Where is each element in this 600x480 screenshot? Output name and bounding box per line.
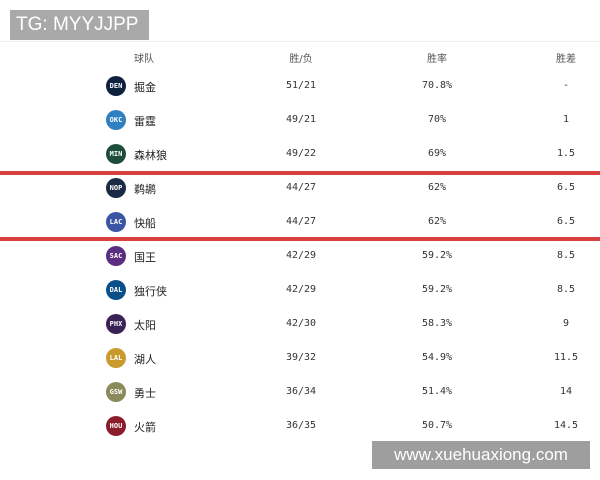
team-name: 森林狼 — [134, 149, 167, 162]
watermark-top: TG: MYYJJPP — [10, 10, 149, 40]
header-record: 胜/负 — [289, 54, 313, 65]
divider — [0, 41, 600, 42]
record: 42/30 — [285, 318, 317, 329]
record: 42/29 — [285, 250, 317, 261]
record: 36/34 — [285, 386, 317, 397]
team-name: 勇士 — [134, 387, 156, 400]
team-logo-icon: DEN — [106, 76, 126, 96]
team-logo-icon: HOU — [106, 416, 126, 436]
highlight-line-top — [0, 171, 600, 175]
games-behind: 1.5 — [556, 148, 576, 159]
header-pct: 胜率 — [427, 54, 447, 65]
table-row: HOU 火箭 36/35 50.7% 14.5 — [0, 409, 600, 443]
team-name: 雷霆 — [134, 115, 156, 128]
win-pct: 69% — [427, 148, 447, 159]
highlight-line-bottom — [0, 237, 600, 241]
team-logo-icon: LAL — [106, 348, 126, 368]
header-team: 球队 — [134, 54, 154, 65]
team-name: 太阳 — [134, 319, 156, 332]
team-name: 鹈鹕 — [134, 183, 156, 196]
table-row: DEN 掘金 51/21 70.8% - — [0, 69, 600, 103]
table-row: SAC 国王 42/29 59.2% 8.5 — [0, 239, 600, 273]
win-pct: 59.2% — [421, 250, 453, 261]
team-logo-icon: NOP — [106, 178, 126, 198]
table-row: GSW 勇士 36/34 51.4% 14 — [0, 375, 600, 409]
record: 42/29 — [285, 284, 317, 295]
win-pct: 62% — [427, 182, 447, 193]
win-pct: 58.3% — [421, 318, 453, 329]
games-behind: 1 — [562, 114, 570, 125]
table-row: PHX 太阳 42/30 58.3% 9 — [0, 307, 600, 341]
record: 44/27 — [285, 216, 317, 227]
games-behind: 9 — [562, 318, 570, 329]
watermark-bottom: www.xuehuaxiong.com — [372, 441, 590, 469]
team-logo-icon: DAL — [106, 280, 126, 300]
team-logo-icon: OKC — [106, 110, 126, 130]
games-behind: 6.5 — [556, 216, 576, 227]
games-behind: 14.5 — [553, 420, 579, 431]
team-name: 独行侠 — [134, 285, 167, 298]
team-logo-icon: GSW — [106, 382, 126, 402]
record: 49/21 — [285, 114, 317, 125]
record: 44/27 — [285, 182, 317, 193]
win-pct: 59.2% — [421, 284, 453, 295]
win-pct: 62% — [427, 216, 447, 227]
team-name: 掘金 — [134, 81, 156, 94]
games-behind: - — [562, 80, 570, 91]
games-behind: 8.5 — [556, 250, 576, 261]
team-logo-icon: LAC — [106, 212, 126, 232]
table-row: DAL 独行侠 42/29 59.2% 8.5 — [0, 273, 600, 307]
games-behind: 8.5 — [556, 284, 576, 295]
table-row: NOP 鹈鹕 44/27 62% 6.5 — [0, 171, 600, 205]
table-row: OKC 雷霆 49/21 70% 1 — [0, 103, 600, 137]
team-name: 国王 — [134, 251, 156, 264]
record: 51/21 — [285, 80, 317, 91]
team-logo-icon: MIN — [106, 144, 126, 164]
win-pct: 50.7% — [421, 420, 453, 431]
record: 49/22 — [285, 148, 317, 159]
table-row: LAL 湖人 39/32 54.9% 11.5 — [0, 341, 600, 375]
games-behind: 6.5 — [556, 182, 576, 193]
win-pct: 70% — [427, 114, 447, 125]
table-row: MIN 森林狼 49/22 69% 1.5 — [0, 137, 600, 171]
team-name: 湖人 — [134, 353, 156, 366]
games-behind: 14 — [559, 386, 573, 397]
record: 39/32 — [285, 352, 317, 363]
win-pct: 54.9% — [421, 352, 453, 363]
table-row: LAC 快船 44/27 62% 6.5 — [0, 205, 600, 239]
team-logo-icon: PHX — [106, 314, 126, 334]
games-behind: 11.5 — [553, 352, 579, 363]
team-name: 火箭 — [134, 421, 156, 434]
team-name: 快船 — [134, 217, 156, 230]
record: 36/35 — [285, 420, 317, 431]
win-pct: 51.4% — [421, 386, 453, 397]
header-gb: 胜差 — [556, 54, 576, 65]
team-logo-icon: SAC — [106, 246, 126, 266]
win-pct: 70.8% — [421, 80, 453, 91]
